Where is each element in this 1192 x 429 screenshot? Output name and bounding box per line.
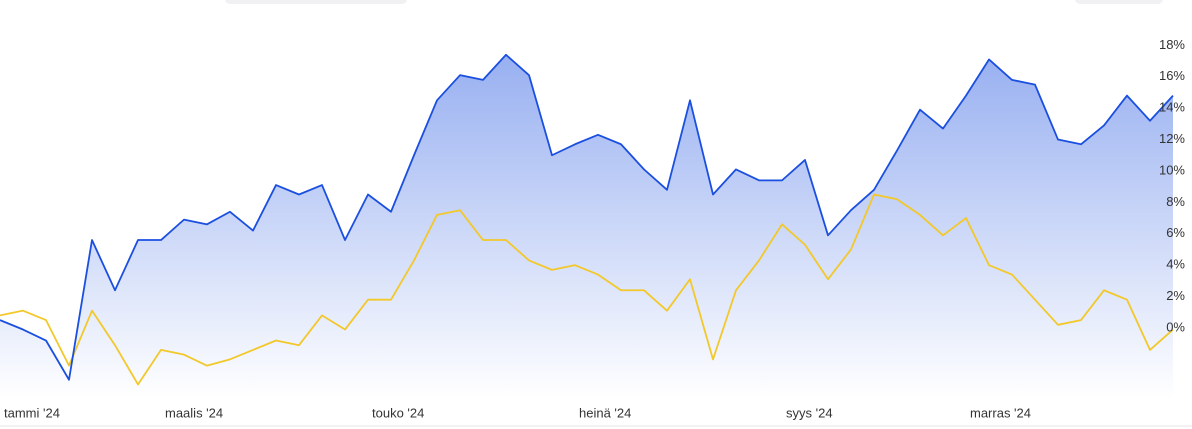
x-tick-label: syys '24 <box>786 405 833 420</box>
y-tick-label: 8% <box>1166 194 1185 209</box>
y-tick-label: 6% <box>1166 225 1185 240</box>
y-tick-label: 14% <box>1159 100 1185 115</box>
y-tick-label: 18% <box>1159 37 1185 52</box>
line <box>0 53 1174 381</box>
y-tick-label: 16% <box>1159 68 1185 83</box>
x-tick-label: heinä '24 <box>579 405 631 420</box>
top-control <box>1075 0 1163 4</box>
line <box>0 193 1174 386</box>
y-tick-label: 2% <box>1166 288 1185 303</box>
x-tick-label: touko '24 <box>372 405 424 420</box>
area <box>0 54 1173 399</box>
x-tick-label: marras '24 <box>970 405 1031 420</box>
y-tick-label: 12% <box>1159 131 1185 146</box>
x-tick-label: tammi '24 <box>4 405 60 420</box>
y-tick-label: 4% <box>1166 257 1185 272</box>
top-control <box>225 0 407 4</box>
y-tick-label: 0% <box>1166 319 1185 334</box>
x-tick-label: maalis '24 <box>165 405 223 420</box>
y-tick-label: 10% <box>1159 162 1185 177</box>
